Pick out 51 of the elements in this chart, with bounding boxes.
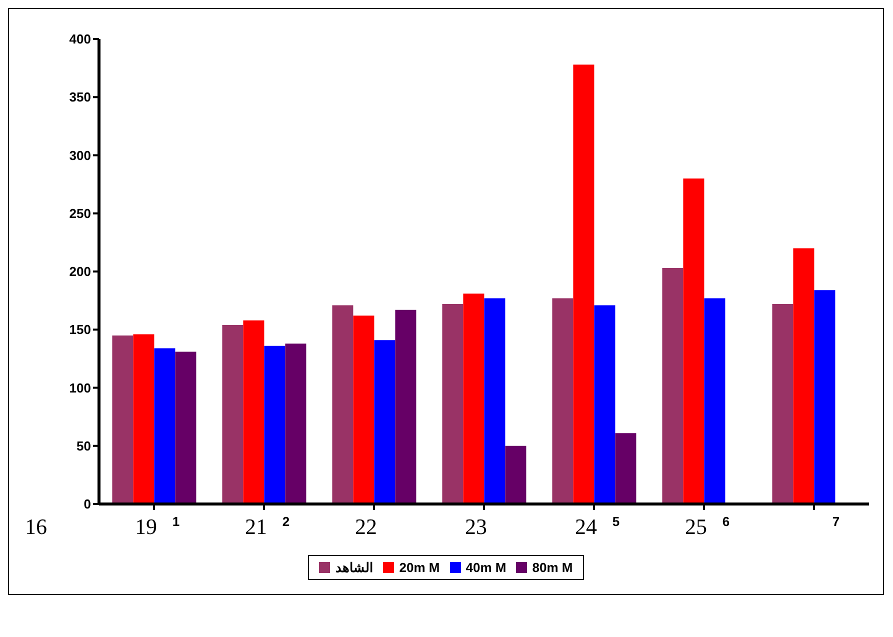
bar <box>615 433 636 504</box>
x-tick-label: 6 <box>722 514 730 529</box>
text: 19 <box>134 514 158 540</box>
bar <box>285 344 306 504</box>
bar <box>573 64 594 504</box>
bar <box>353 316 374 504</box>
bar <box>112 335 134 504</box>
legend-label: 40m M <box>466 560 506 575</box>
bar <box>704 298 726 504</box>
y-tick-label: 400 <box>69 32 91 47</box>
bar <box>395 310 416 504</box>
y-tick-label: 100 <box>69 380 91 396</box>
bar <box>662 268 684 504</box>
y-tick-label: 150 <box>69 322 91 338</box>
bar <box>594 305 616 504</box>
bar <box>175 352 196 504</box>
bar <box>133 334 154 504</box>
bar <box>505 446 526 504</box>
x-tick-label: 2 <box>282 514 290 529</box>
bar <box>484 298 506 504</box>
text: 16 <box>24 514 48 540</box>
y-tick-label: 300 <box>69 148 91 163</box>
text: 24 <box>574 514 598 540</box>
text: 22 <box>354 514 378 540</box>
y-tick-label: 200 <box>69 264 91 280</box>
y-tick-label: 0 <box>84 496 91 512</box>
y-tick-label: 50 <box>76 438 91 454</box>
bar <box>374 340 396 504</box>
legend-label: الشاهد <box>335 560 374 575</box>
x-tick-label: 1 <box>172 514 180 529</box>
bar <box>222 324 244 504</box>
bar <box>264 346 286 504</box>
bar <box>154 348 176 504</box>
y-tick-label: 250 <box>69 206 91 221</box>
bar <box>552 298 574 504</box>
bar <box>243 320 264 504</box>
x-tick-label: 7 <box>832 514 840 529</box>
text: 21 <box>244 514 268 540</box>
legend-label: 80m M <box>532 560 573 575</box>
bar <box>793 248 814 504</box>
bar <box>772 304 794 504</box>
x-tick-label: 5 <box>612 514 620 529</box>
text: 23 <box>464 514 488 540</box>
bar <box>332 305 354 504</box>
text: 25 <box>684 514 708 540</box>
bar <box>683 178 704 504</box>
bar <box>442 304 464 504</box>
y-tick-label: 350 <box>69 90 91 105</box>
legend-label: 20m M <box>399 560 440 575</box>
bar <box>463 294 484 504</box>
bar <box>814 290 836 504</box>
